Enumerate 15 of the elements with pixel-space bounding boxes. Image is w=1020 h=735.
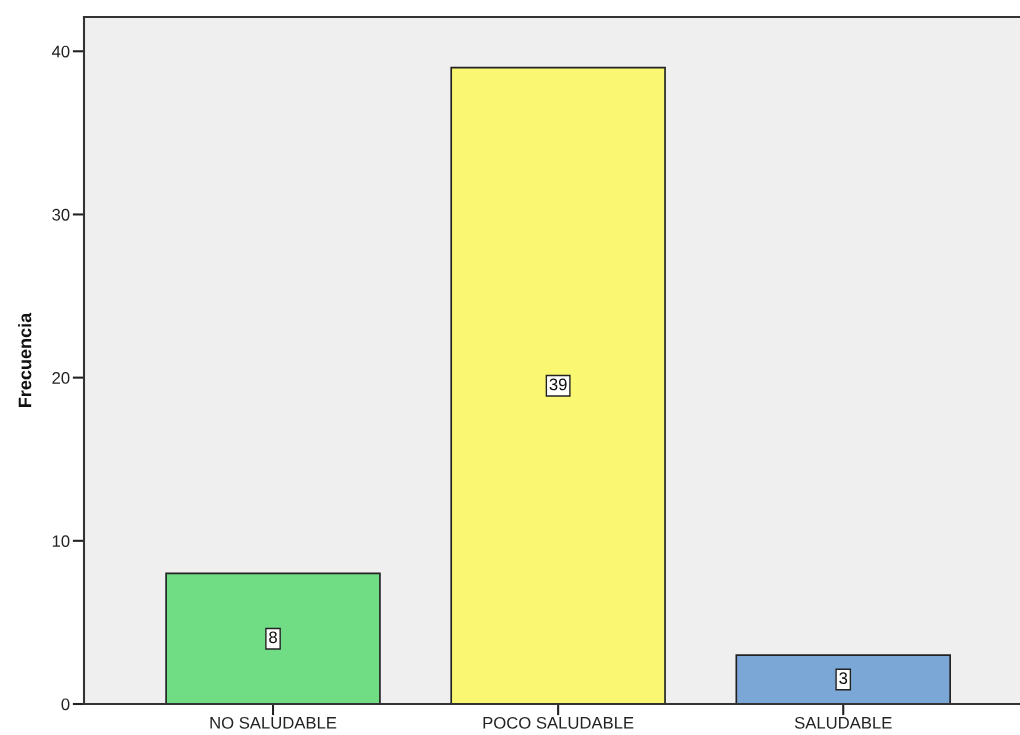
x-tick-label: POCO SALUDABLE xyxy=(483,716,634,729)
y-tick-label: 30 xyxy=(52,208,70,221)
y-tick-label: 40 xyxy=(51,45,70,58)
data-label: 39 xyxy=(549,378,567,391)
x-tick-label: NO SALUDABLE xyxy=(210,716,337,729)
bar xyxy=(165,572,381,704)
data-label: 8 xyxy=(269,631,277,644)
y-tick-label: 0 xyxy=(61,698,70,711)
bar xyxy=(735,654,951,704)
bar xyxy=(450,66,666,704)
y-tick-label: 20 xyxy=(52,372,70,384)
y-axis-title: Frecuencia xyxy=(18,312,32,407)
data-label: 3 xyxy=(839,672,848,684)
y-tick-label: 10 xyxy=(52,535,70,548)
x-tick-label: SALUDABLE xyxy=(794,716,892,729)
